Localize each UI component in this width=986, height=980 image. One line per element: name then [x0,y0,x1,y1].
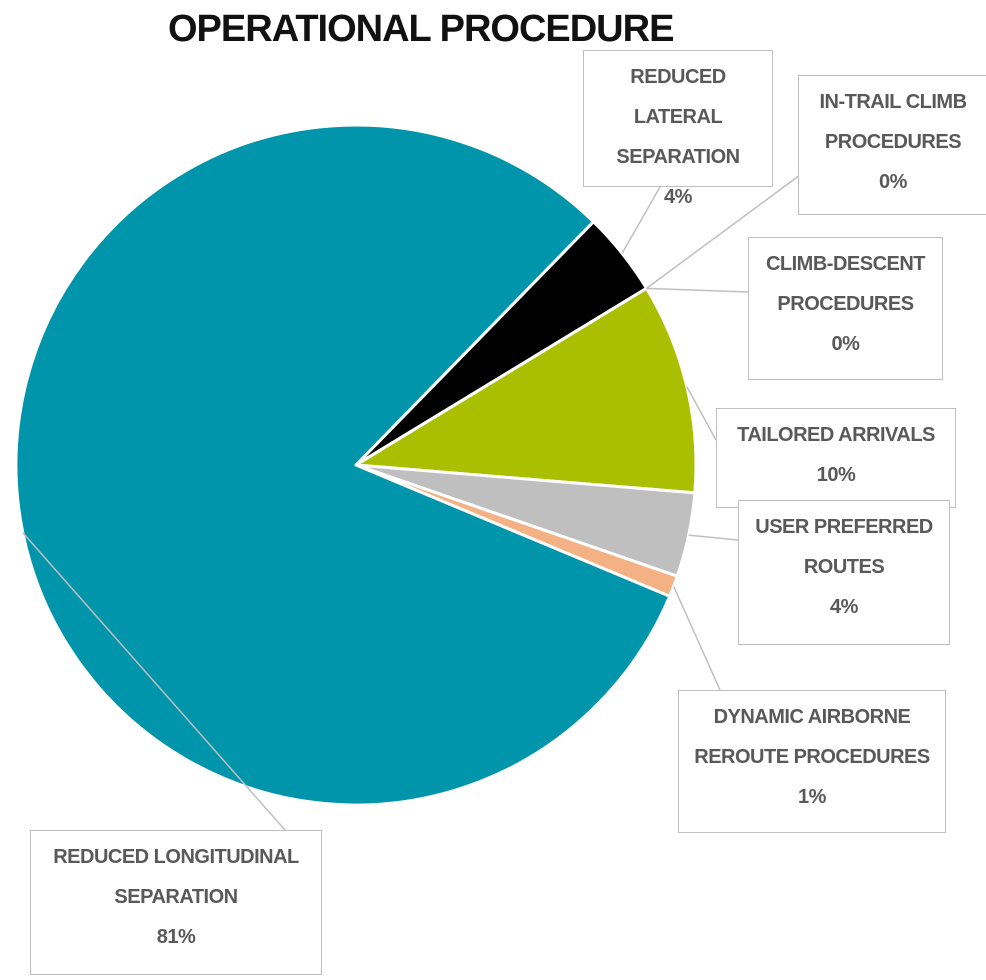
leader-line [672,585,721,691]
data-label-box: TAILORED ARRIVALS 10% [716,408,956,508]
value-label: 1% [798,786,826,808]
category-label: IN-TRAIL CLIMB PROCEDURES [819,91,967,153]
pie-slice [354,286,698,495]
leader-line [688,534,739,541]
value-label: 10% [816,464,856,486]
data-label-box: REDUCED LATERAL SEPARATION 4% [583,50,773,208]
data-label-box: DYNAMIC AIRBORNE REROUTE PROCEDURES 1% [678,690,946,833]
leader-line [686,386,717,441]
leader-line [646,287,749,293]
category-label: CLIMB-DESCENT PROCEDURES [765,253,926,315]
leader-line [22,532,286,831]
leader-line [646,174,801,289]
data-label-box: CLIMB-DESCENT PROCEDURES 0% [748,237,943,380]
value-label: 4% [830,596,858,618]
value-label: 4% [664,186,692,208]
value-label: 0% [879,171,907,193]
data-label-box: USER PREFERRED ROUTES 4% [738,500,950,645]
data-label-box: REDUCED LONGITUDINAL SEPARATION 81% [30,830,322,975]
data-label-box: IN-TRAIL CLIMB PROCEDURES 0% [798,75,986,215]
category-label: USER PREFERRED ROUTES [755,516,933,578]
category-label: REDUCED LATERAL SEPARATION [616,66,740,168]
category-label: REDUCED LONGITUDINAL SEPARATION [53,846,299,908]
category-label: DYNAMIC AIRBORNE REROUTE PROCEDURES [694,706,930,768]
category-label: TAILORED ARRIVALS [737,424,935,446]
value-label: 0% [831,333,860,355]
leader-line [621,186,661,254]
chart-title: OPERATIONAL PROCEDURE [168,8,674,50]
value-label: 81% [156,926,196,948]
